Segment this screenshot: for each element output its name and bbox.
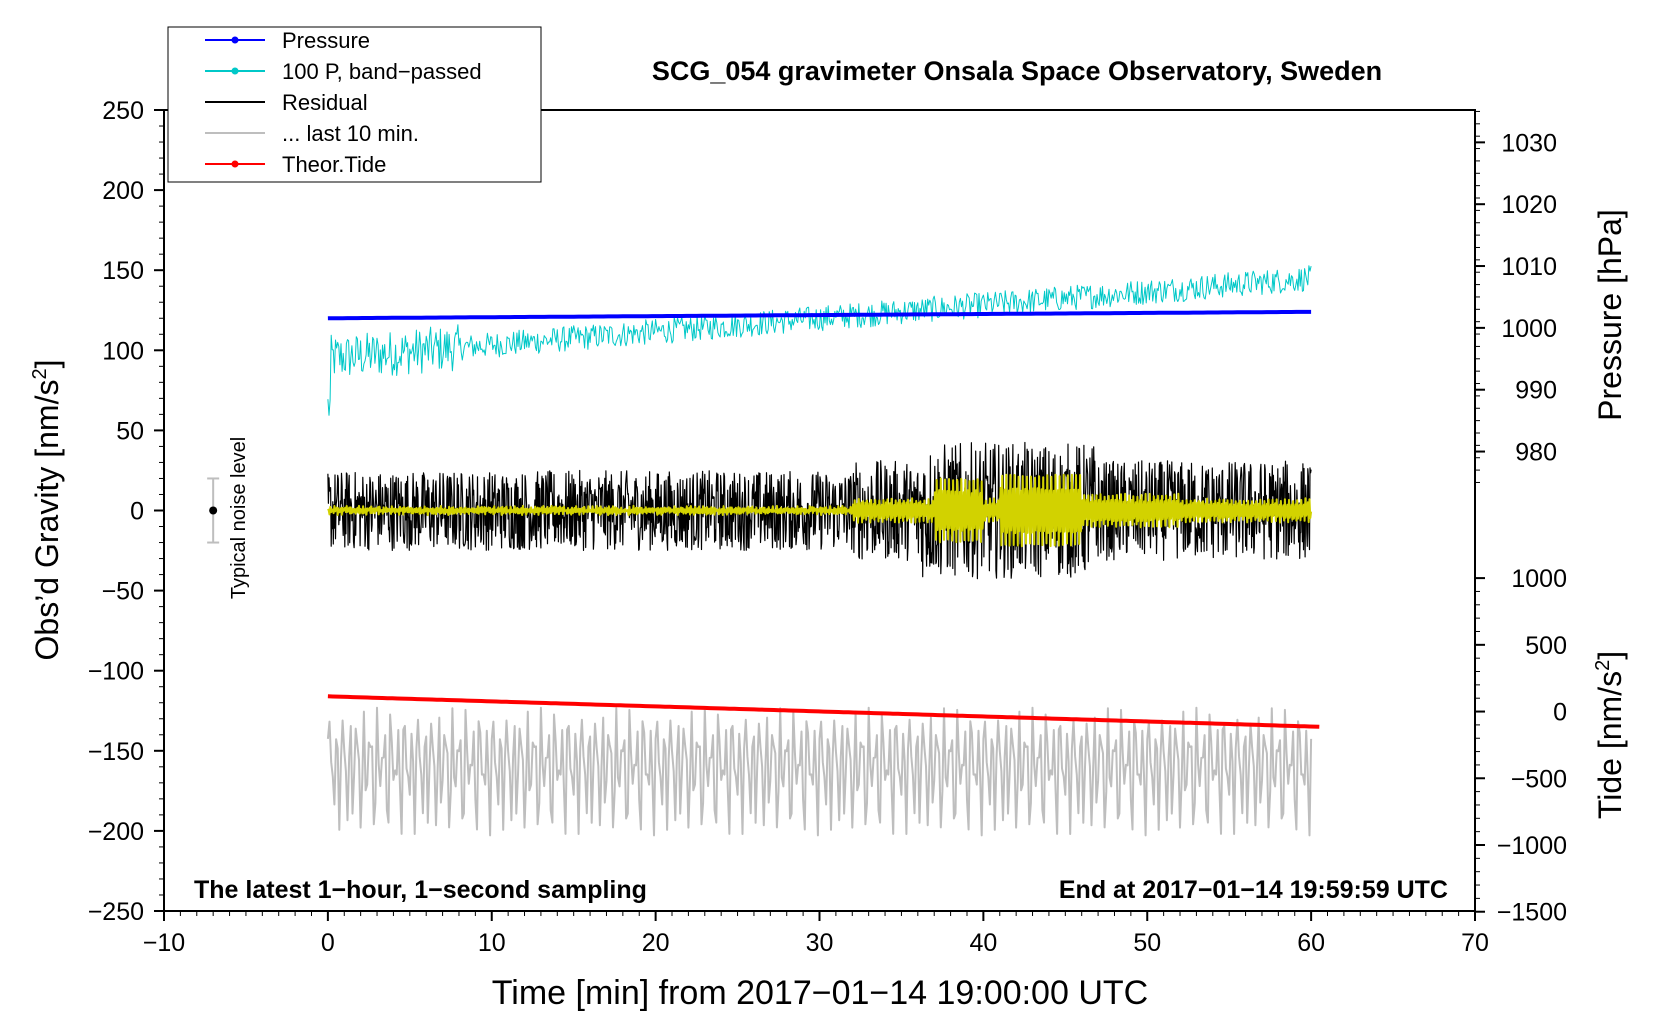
- x-tick-label: 50: [1133, 929, 1161, 957]
- pressure-tick-label: 1000: [1501, 315, 1557, 343]
- tide-tick-label: −500: [1511, 765, 1567, 793]
- x-axis: −10 0 10 20 30 40 50 60 70: [143, 911, 1489, 957]
- sampling-annotation: The latest 1−hour, 1−second sampling: [194, 876, 647, 904]
- x-tick-label: 60: [1297, 929, 1325, 957]
- x-tick-label: −10: [143, 929, 185, 957]
- x-axis-label: Time [min] from 2017−01−14 19:00:00 UTC: [492, 974, 1148, 1012]
- legend-label: 100 P, band−passed: [282, 59, 482, 84]
- pressure-tick-label: 1030: [1501, 129, 1557, 157]
- y-tick-label: −150: [88, 738, 144, 766]
- x-tick-label: 0: [321, 929, 335, 957]
- x-tick-label: 70: [1461, 929, 1489, 957]
- legend-marker: [231, 67, 239, 75]
- end-time-annotation: End at 2017−01−14 19:59:59 UTC: [1059, 876, 1448, 904]
- y-tick-label: −250: [88, 898, 144, 926]
- series-theoretical-tide: [327, 694, 1320, 729]
- y-tick-label: 0: [130, 498, 144, 526]
- legend-box: [167, 26, 542, 183]
- x-tick-label: 40: [969, 929, 997, 957]
- y-tick-label: −100: [88, 658, 144, 686]
- legend-label: Pressure: [282, 28, 370, 53]
- pressure-tick-label: 1010: [1501, 253, 1557, 281]
- series-pressure: [327, 309, 1312, 321]
- tide-tick-label: 1000: [1511, 565, 1567, 593]
- y-axis: 250 200 150 100 50 0 −50 −100 −150 −200 −250: [88, 97, 164, 926]
- pressure-axis: 1030 1020 1010 1000 990 980: [1475, 110, 1557, 483]
- legend-label: Theor.Tide: [282, 152, 386, 177]
- tide-axis-label: Tide [nm/s2]: [1592, 651, 1628, 819]
- x-tick-label: 10: [478, 929, 506, 957]
- pressure-tick-label: 980: [1515, 439, 1557, 467]
- y-tick-label: −200: [88, 818, 144, 846]
- tide-tick-label: 0: [1553, 699, 1567, 727]
- x-tick-label: 20: [642, 929, 670, 957]
- pressure-tick-label: 990: [1515, 377, 1557, 405]
- y-tick-label: 100: [102, 337, 144, 365]
- plot-data: [326, 265, 1320, 837]
- legend: Pressure 100 P, band−passed Residual ... la…: [167, 26, 542, 183]
- tide-tick-label: −1500: [1497, 899, 1567, 927]
- noise-level-indicator: [207, 477, 220, 544]
- tide-axis: 1000 500 0 −500 −1000 −1500: [1475, 565, 1567, 927]
- y-tick-label: 200: [102, 177, 144, 205]
- series-band-passed-pressure: [327, 265, 1312, 416]
- noise-bar-center-dot: [209, 506, 218, 515]
- legend-marker: [231, 160, 239, 168]
- series-last-10-min: [326, 706, 1313, 837]
- legend-label: ... last 10 min.: [282, 121, 419, 146]
- pressure-tick-label: 1020: [1501, 191, 1557, 219]
- tide-tick-label: −1000: [1497, 832, 1567, 860]
- legend-label: Residual: [282, 90, 368, 115]
- y-axis-label: Obs’d Gravity [nm/s2]: [29, 360, 65, 661]
- y-tick-label: 50: [116, 417, 144, 445]
- x-tick-label: 30: [806, 929, 834, 957]
- noise-level-label: Typical noise level: [228, 437, 250, 599]
- tide-tick-label: 500: [1525, 632, 1567, 660]
- pressure-axis-label: Pressure [hPa]: [1592, 209, 1628, 421]
- y-tick-label: −50: [102, 578, 144, 606]
- legend-marker: [231, 36, 239, 44]
- series-residual-smoothed: [327, 473, 1313, 548]
- y-tick-label: 250: [102, 97, 144, 125]
- chart-title: SCG_054 gravimeter Onsala Space Observat…: [652, 56, 1382, 86]
- y-tick-label: 150: [102, 257, 144, 285]
